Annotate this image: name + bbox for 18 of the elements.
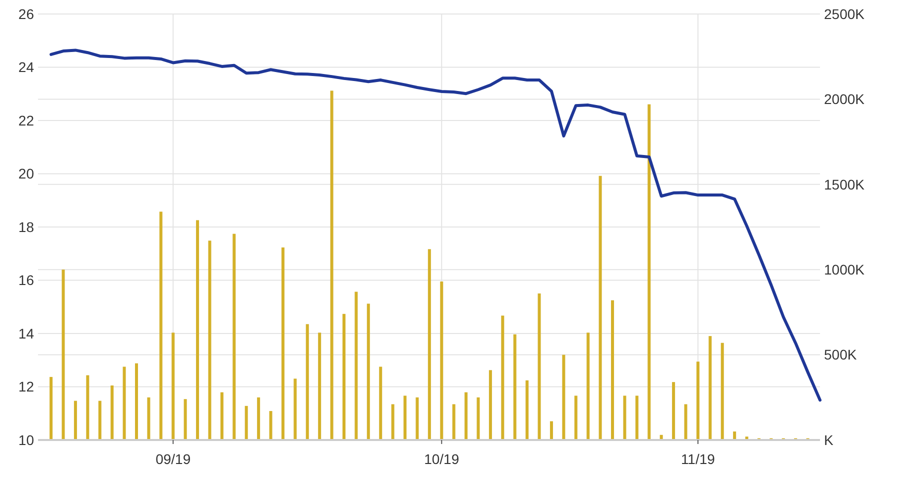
x-tick-label: 11/19 — [680, 451, 716, 467]
y-tick-label: 26 — [18, 6, 34, 22]
y2-tick-label: 2500K — [824, 6, 866, 22]
y-tick-label: 22 — [18, 112, 34, 128]
y-tick-label: 12 — [18, 378, 34, 395]
y-tick-label: 10 — [18, 432, 34, 448]
y2-tick-label: 500K — [824, 346, 858, 363]
y-tick-label: 14 — [18, 325, 34, 342]
x-tick-label: 10/19 — [424, 451, 460, 467]
y-tick-label: 20 — [18, 166, 34, 182]
y-tick-label: 18 — [18, 218, 34, 235]
y-tick-label: 24 — [18, 59, 34, 76]
y2-tick-label: 1500K — [824, 176, 866, 192]
y2-tick-label: K — [824, 432, 834, 448]
y-tick-label: 16 — [18, 272, 34, 288]
y2-tick-label: 2000K — [824, 91, 866, 108]
x-tick-label: 09/19 — [156, 451, 191, 467]
y2-tick-label: 1000K — [824, 262, 866, 278]
